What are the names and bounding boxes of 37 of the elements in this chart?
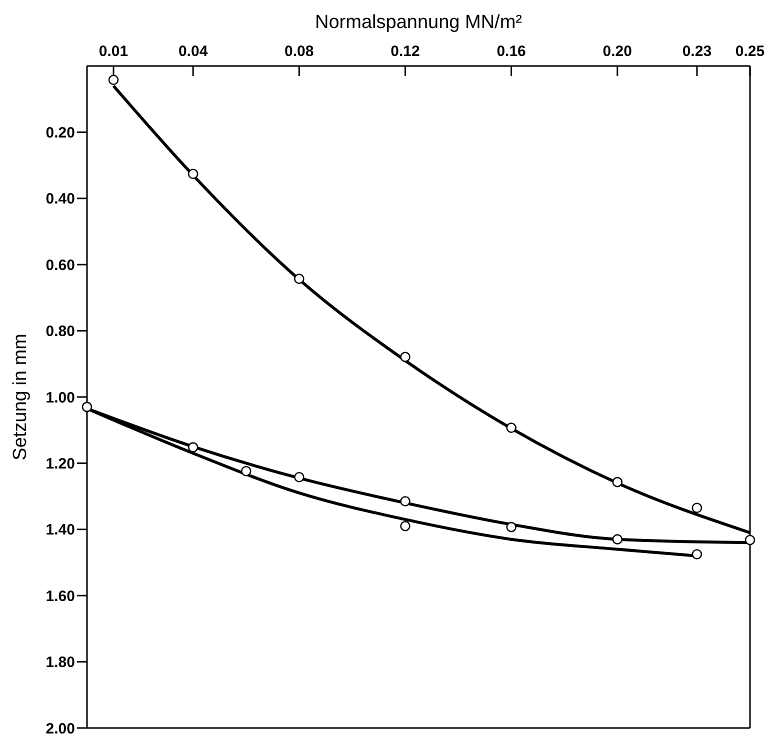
- x-tick-label: 0.25: [735, 43, 765, 60]
- y-axis-title: Setzung in mm: [10, 334, 31, 460]
- x-tick-label: 0.04: [178, 43, 208, 60]
- point: [612, 476, 623, 488]
- point: [294, 274, 304, 284]
- x-tick-label: 0.01: [98, 43, 128, 60]
- point: [612, 534, 623, 544]
- point: [506, 422, 516, 433]
- point: [294, 472, 304, 482]
- point: [400, 520, 410, 532]
- x-tick-label: 0.08: [284, 43, 314, 60]
- y-tick-label: 1.20: [46, 455, 75, 472]
- y-tick-label: 1.00: [46, 389, 75, 406]
- y-tick-label: 1.60: [46, 588, 75, 605]
- point: [108, 74, 119, 86]
- y-tick-label: 1.80: [46, 654, 75, 672]
- point: [188, 442, 198, 452]
- y-tick-label: 0.20: [46, 124, 75, 142]
- point: [82, 402, 92, 412]
- x-tick-label: 0.16: [496, 43, 526, 60]
- point: [188, 168, 198, 180]
- point: [400, 352, 410, 362]
- y-tick-label: 0.60: [46, 256, 75, 274]
- x-axis-title: Normalspannung MN/m²: [315, 12, 522, 33]
- x-tick-label: 0.23: [682, 43, 712, 60]
- point: [400, 496, 410, 506]
- point: [692, 549, 702, 560]
- y-tick-label: 1.40: [46, 522, 75, 539]
- x-tick-label: 0.20: [602, 43, 632, 60]
- point: [744, 534, 756, 546]
- x-tick-label: 0.12: [390, 43, 420, 60]
- point: [240, 466, 252, 476]
- point: [506, 522, 516, 532]
- y-tick-label: 2.00: [46, 720, 75, 734]
- y-tick-label: 0.80: [46, 323, 75, 340]
- point: [692, 502, 702, 514]
- y-tick-label: 0.40: [46, 190, 75, 208]
